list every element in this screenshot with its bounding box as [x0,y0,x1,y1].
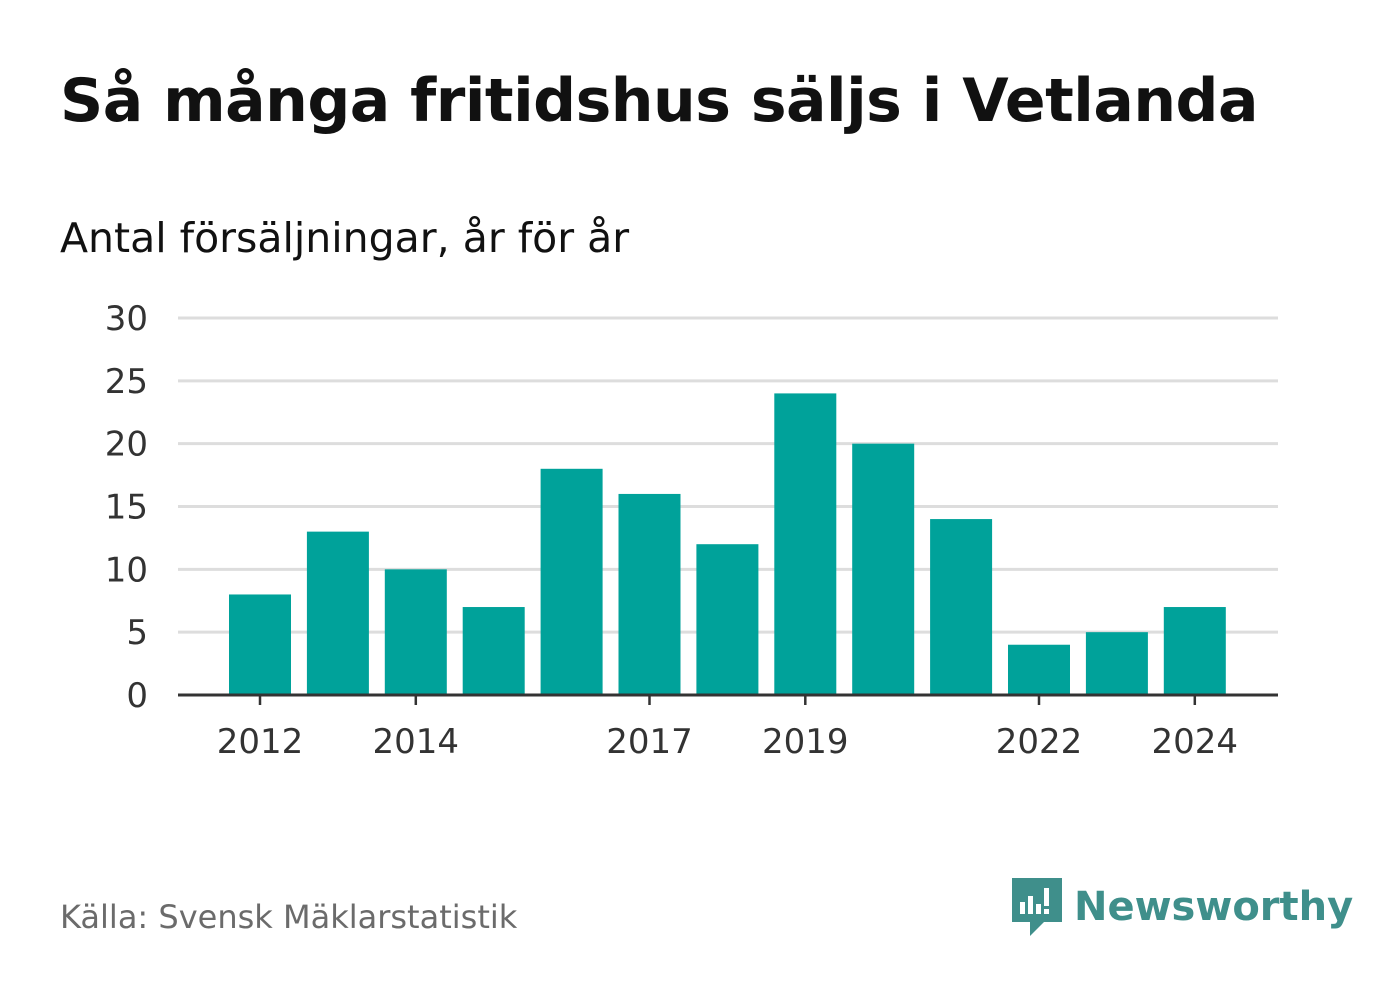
y-tick-label-20: 20 [105,425,148,465]
source-note: Källa: Svensk Mäklarstatistik [60,898,518,936]
y-tick-label-10: 10 [105,550,148,590]
bar-2019 [774,393,837,695]
brand-name: Newsworthy [1074,884,1354,930]
bar-2014 [384,569,447,695]
bar-2024 [1163,607,1226,695]
bar-2016 [540,468,603,695]
bar-chart: 0 5 10 15 20 25 30 2012 2014 2017 2019 2022 2024 [105,299,1278,762]
x-tick-label-2022: 2022 [996,722,1083,762]
bar-2023 [1085,632,1148,695]
newsworthy-logo-icon [1012,878,1062,936]
chart-title: Så många fritidshus säljs i Vetlanda [60,66,1258,136]
x-tick-label-2024: 2024 [1152,722,1239,762]
bar-2012 [229,594,291,695]
y-tick-label-5: 5 [126,613,148,653]
bar-2017 [618,493,681,695]
bar-2022 [1008,644,1070,695]
bar-2013 [306,531,369,695]
x-tick-label-2017: 2017 [606,722,693,762]
y-tick-label-30: 30 [105,299,148,339]
x-tick-label-2014: 2014 [373,722,460,762]
y-tick-label-0: 0 [126,676,148,716]
bar-2015 [462,607,525,695]
bar-2018 [696,544,759,695]
chart-subtitle: Antal försäljningar, år för år [60,214,630,262]
y-tick-label-25: 25 [105,362,148,402]
brand-logo: Newsworthy [1010,876,1353,938]
x-tick-label-2019: 2019 [762,722,849,762]
bar-2020 [852,443,915,695]
x-tick-label-2012: 2012 [217,722,304,762]
bar-2021 [930,519,993,695]
y-tick-label-15: 15 [105,488,148,528]
